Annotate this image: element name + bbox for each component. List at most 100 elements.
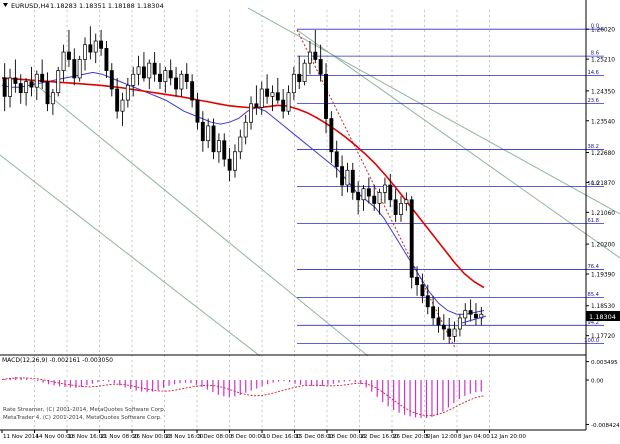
candle-body xyxy=(340,166,345,186)
candle-body xyxy=(83,44,87,60)
time-tick-label: 15 Dec 08:00 xyxy=(296,434,334,440)
candle-body xyxy=(66,51,71,60)
candle-body xyxy=(393,199,398,215)
candle-body xyxy=(286,92,291,112)
candle-body xyxy=(104,48,109,71)
candle-body xyxy=(324,73,328,119)
candle-body xyxy=(147,62,152,79)
price-tick-label: 1.25210 xyxy=(591,58,615,64)
candle-body xyxy=(88,44,93,53)
candle-body xyxy=(179,73,184,90)
fibonacci-level-label: 61.8 xyxy=(587,218,599,224)
channel-line-bottom[interactable] xyxy=(0,154,261,357)
candle-body xyxy=(334,151,339,167)
candle-body xyxy=(238,136,243,153)
candle-body xyxy=(313,51,318,60)
candle-body xyxy=(99,40,104,49)
candle-body xyxy=(452,328,457,337)
candle-body xyxy=(115,88,120,112)
candle-body xyxy=(29,81,34,88)
time-tick-label: 8 Jan 04:00 xyxy=(458,434,490,440)
candle-body xyxy=(281,99,286,112)
candle-body xyxy=(420,284,425,297)
candle-body xyxy=(382,184,387,193)
fibonacci-level-label: 50.0 xyxy=(587,181,599,187)
time-tick-label: 5 Jan 12:00 xyxy=(426,434,458,440)
channel-line-lower[interactable] xyxy=(29,79,369,357)
collapse-triangle-icon[interactable] xyxy=(3,3,8,7)
candle-body xyxy=(329,118,334,153)
price-tick-label: 1.21060 xyxy=(591,211,615,217)
fast-moving-average-line xyxy=(1,71,485,315)
candle-body xyxy=(297,73,302,82)
macd-indicator: 0.003495 0.00 -0.008424 xyxy=(1,360,620,429)
macd-tick-label: 0.00 xyxy=(591,379,604,385)
candle-body xyxy=(2,77,7,97)
time-tick-label: 8 Dec 00:00 xyxy=(231,434,266,440)
symbol-header: EURUSD,H4 1.18283 1.18351 1.18188 1.1830… xyxy=(3,2,164,10)
candle-body xyxy=(136,66,141,75)
time-tick-label: 18 Dec 00:00 xyxy=(328,434,366,440)
candle-body xyxy=(158,73,162,82)
candle-body xyxy=(109,70,114,90)
moving-averages xyxy=(1,71,485,315)
candle-body xyxy=(174,77,179,90)
candle-body xyxy=(50,92,55,105)
short-trend-line[interactable] xyxy=(461,315,487,324)
candle-body xyxy=(233,151,237,171)
candle-body xyxy=(40,73,45,82)
time-tick-label: 22 Dec 16:00 xyxy=(361,434,399,440)
candle-body xyxy=(216,140,221,153)
price-tick-label: 1.24350 xyxy=(591,89,615,95)
time-tick-label: 3 Dec 08:00 xyxy=(198,434,233,440)
candle-body xyxy=(350,169,355,193)
candle-body xyxy=(388,184,393,201)
candle-body xyxy=(8,77,12,97)
price-tick-label: 1.22680 xyxy=(591,151,615,157)
candle-body xyxy=(270,92,275,97)
fibonacci-level-label: 38.2 xyxy=(587,144,599,150)
macd-signal-line xyxy=(1,377,485,417)
candlestick-series xyxy=(2,26,484,344)
price-tick-label: 1.26020 xyxy=(591,28,615,34)
candle-body xyxy=(474,313,478,319)
candle-body xyxy=(409,199,414,278)
fibonacci-level-label: 94.2 xyxy=(587,320,599,326)
candle-body xyxy=(141,66,146,79)
candle-body xyxy=(168,70,173,79)
candle-body xyxy=(45,81,50,105)
price-tick-label: 1.21870 xyxy=(591,181,615,187)
fibonacci-trendline[interactable] xyxy=(296,29,456,349)
candle-body xyxy=(345,169,350,186)
fibonacci-level-label: 8.6 xyxy=(591,51,599,57)
candle-body xyxy=(72,59,77,79)
fibonacci-level-label: 14.6 xyxy=(587,70,599,76)
candle-body xyxy=(243,121,248,138)
candle-body xyxy=(131,73,136,86)
time-tick-label: 14 Nov 00:00 xyxy=(36,434,74,440)
symbol-label: EURUSD,H4 xyxy=(11,2,49,10)
price-tick-label: 1.20200 xyxy=(591,243,615,249)
candle-body xyxy=(206,125,211,142)
price-tick-label: 1.17720 xyxy=(591,334,615,340)
fibonacci-level-label: 23.6 xyxy=(587,98,599,104)
candle-body xyxy=(361,188,366,201)
candle-body xyxy=(425,295,430,308)
candle-body xyxy=(404,199,409,204)
candle-body xyxy=(222,140,227,160)
candle-body xyxy=(372,195,377,204)
fibonacci-retracement[interactable]: 0.0 8.6 14.6 23.6 38.2 50.0 61.8 76.4 85.4 94.2 10… xyxy=(297,24,604,344)
candle-body xyxy=(431,306,436,319)
channel-line-middle[interactable] xyxy=(296,29,620,259)
candle-body xyxy=(479,313,484,319)
candle-body xyxy=(447,328,452,337)
candle-body xyxy=(377,192,382,204)
time-tick-label: 18 Nov 16:00 xyxy=(68,434,106,440)
candle-body xyxy=(200,121,205,142)
candle-body xyxy=(34,73,39,88)
current-price-marker: 1.18304 xyxy=(586,311,620,321)
candle-body xyxy=(275,92,280,101)
